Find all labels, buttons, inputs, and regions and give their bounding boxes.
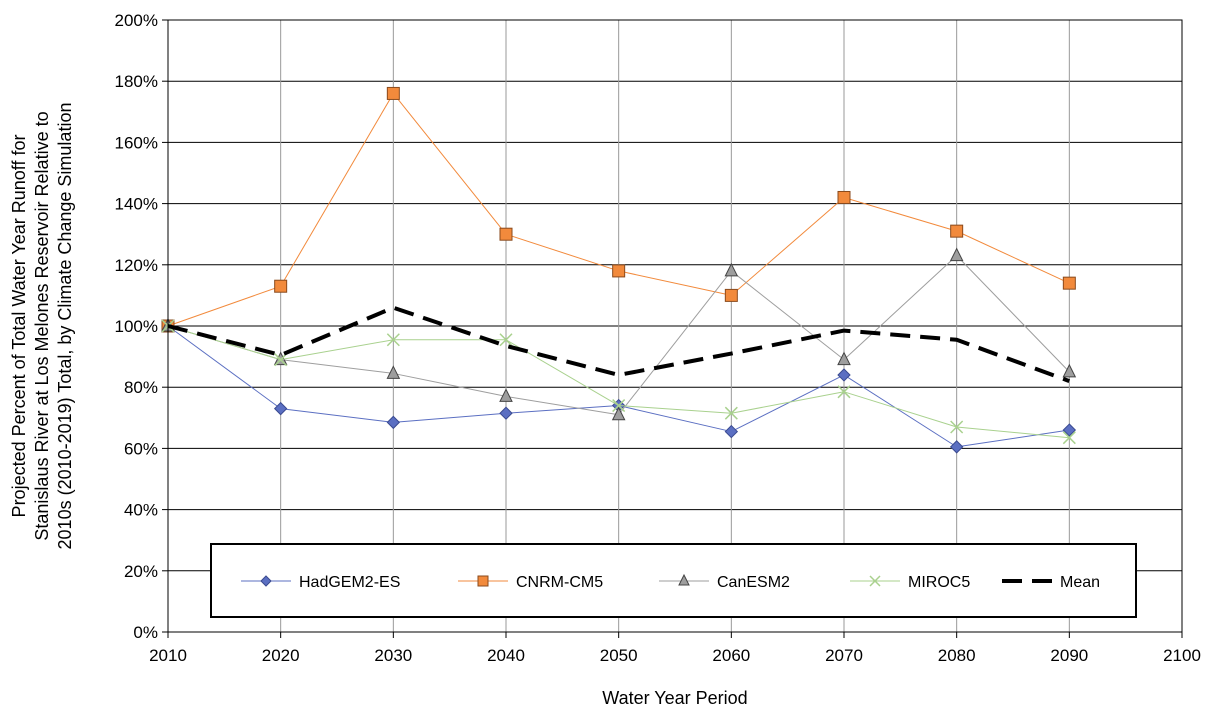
y-tick-label: 60% (124, 439, 158, 458)
data-point-miroc5 (1062, 431, 1076, 445)
x-stroke (869, 575, 881, 587)
data-point-cnrm-cm5 (499, 227, 513, 241)
y-axis-title-line-3: 2010s (2010-2019) Total, by Climate Chan… (55, 103, 75, 550)
data-point-canesm2 (949, 247, 964, 262)
data-point-canesm2 (499, 388, 513, 402)
series-canesm2 (161, 247, 1077, 421)
legend-item-mean: Mean (1002, 574, 1100, 591)
y-axis-ticks: 0% 20% 40% 60% 80% 100% 120% 140% 160% 180% 200% (115, 11, 168, 642)
legend-marker-cnrm-cm5 (477, 575, 489, 587)
y-tick-label: 200% (115, 11, 158, 30)
x-tick-label: 2100 (1163, 646, 1201, 665)
data-point-cnrm-cm5 (274, 279, 288, 293)
legend-item-canesm2: CanESM2 (659, 573, 790, 591)
x-tick-label: 2020 (262, 646, 300, 665)
y-tick-label: 180% (115, 72, 158, 91)
x-tick-label: 2070 (825, 646, 863, 665)
data-point-canesm2 (1062, 363, 1077, 378)
x-tick-label: 2090 (1050, 646, 1088, 665)
data-point-miroc5 (612, 399, 626, 413)
series-mean (167, 305, 1071, 383)
legend-label-mean: Mean (1060, 574, 1100, 591)
x-stroke (386, 333, 400, 347)
legend-label-miroc5: MIROC5 (908, 574, 970, 591)
x-tick-label: 2080 (938, 646, 976, 665)
plot-border (167, 19, 1183, 633)
legend-marker-miroc5 (869, 575, 881, 587)
y-tick-label: 100% (115, 317, 158, 336)
y-tick-label: 0% (133, 623, 158, 642)
data-point-miroc5 (386, 333, 400, 347)
data-point-canesm2 (837, 351, 851, 366)
data-point-cnrm-cm5 (950, 224, 964, 238)
data-point-miroc5 (950, 420, 964, 434)
x-stroke (274, 353, 288, 367)
data-point-hadgem2-es (1062, 423, 1077, 437)
legend-item-cnrm-cm5: CNRM-CM5 (458, 574, 603, 591)
data-point-hadgem2-es (386, 415, 401, 430)
data-point-hadgem2-es (273, 401, 288, 416)
x-axis-title: Water Year Period (602, 688, 747, 708)
y-tick-label: 80% (124, 378, 158, 397)
x-stroke (724, 406, 738, 420)
data-point-hadgem2-es (949, 440, 964, 454)
data-point-canesm2 (724, 262, 739, 277)
data-point-miroc5 (499, 333, 513, 347)
legend-label-hadgem2-es: HadGEM2-ES (299, 574, 400, 591)
legend-label-cnrm-cm5: CNRM-CM5 (516, 574, 603, 591)
x-stroke (612, 399, 626, 413)
y-tick-label: 160% (115, 133, 158, 152)
y-axis-title-line-1: Projected Percent of Total Water Year Ru… (9, 135, 29, 518)
data-point-miroc5 (724, 406, 738, 420)
x-stroke (1062, 431, 1076, 445)
data-point-cnrm-cm5 (1062, 276, 1076, 290)
legend-label-canesm2: CanESM2 (717, 574, 790, 591)
y-tick-label: 140% (115, 195, 158, 214)
x-stroke (499, 333, 513, 347)
data-point-cnrm-cm5 (386, 86, 400, 100)
legend: HadGEM2-ES CNRM-CM5 CanESM2 MIROC5 Mean (210, 543, 1137, 618)
y-axis-title-line-2: Stanislaus River at Los Melones Reservoi… (32, 111, 52, 540)
data-point-cnrm-cm5 (724, 288, 738, 302)
data-point-hadgem2-es (837, 368, 851, 382)
data-point-hadgem2-es (724, 424, 739, 439)
x-tick-label: 2050 (600, 646, 638, 665)
y-tick-label: 40% (124, 501, 158, 520)
legend-item-hadgem2-es: HadGEM2-ES (241, 574, 400, 591)
x-tick-label: 2010 (149, 646, 187, 665)
data-point-miroc5 (274, 353, 288, 367)
x-stroke (950, 420, 964, 434)
x-tick-label: 2040 (487, 646, 525, 665)
data-point-canesm2 (611, 406, 626, 421)
data-point-cnrm-cm5 (837, 190, 851, 204)
data-point-canesm2 (386, 365, 401, 379)
data-point-cnrm-cm5 (612, 264, 626, 278)
y-tick-label: 120% (115, 256, 158, 275)
x-tick-label: 2030 (374, 646, 412, 665)
legend-marker-hadgem2-es (260, 575, 272, 587)
legend-marker-canesm2 (678, 573, 690, 586)
x-tick-label: 2060 (712, 646, 750, 665)
y-tick-label: 20% (124, 562, 158, 581)
x-axis-ticks: 2010 2020 2030 2040 2050 2060 2070 2080 2090 2100 (149, 632, 1201, 665)
x-stroke (837, 385, 851, 399)
data-point-hadgem2-es (499, 406, 513, 420)
legend-item-miroc5: MIROC5 (850, 574, 970, 591)
y-axis-title: Projected Percent of Total Water Year Ru… (9, 103, 75, 550)
data-point-miroc5 (837, 385, 851, 399)
series-line-mean (167, 305, 1071, 383)
